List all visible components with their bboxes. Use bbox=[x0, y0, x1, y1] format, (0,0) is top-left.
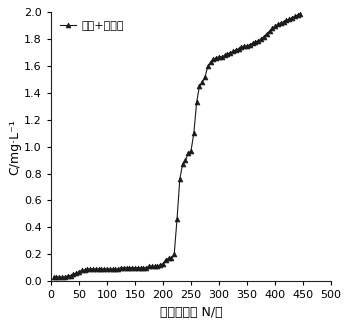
永石+磷酸钒 bbox=[298, 12, 302, 16]
永石+磷酸钒 bbox=[147, 264, 151, 268]
永石+磷酸钒 bbox=[51, 275, 56, 279]
永石+磷酸钒 bbox=[102, 267, 106, 271]
Legend: 永石+磷酸钒: 永石+磷酸钒 bbox=[56, 18, 128, 35]
永石+磷酸钒 bbox=[77, 270, 81, 274]
X-axis label: 床层体积数 N/个: 床层体积数 N/个 bbox=[160, 306, 222, 319]
Y-axis label: C/mg·L⁻¹: C/mg·L⁻¹ bbox=[8, 119, 21, 175]
Line: 永石+磷酸钒: 永石+磷酸钒 bbox=[51, 11, 303, 280]
永石+磷酸钒 bbox=[82, 268, 86, 272]
永石+磷酸钒 bbox=[270, 26, 274, 30]
永石+磷酸钒 bbox=[178, 177, 182, 181]
